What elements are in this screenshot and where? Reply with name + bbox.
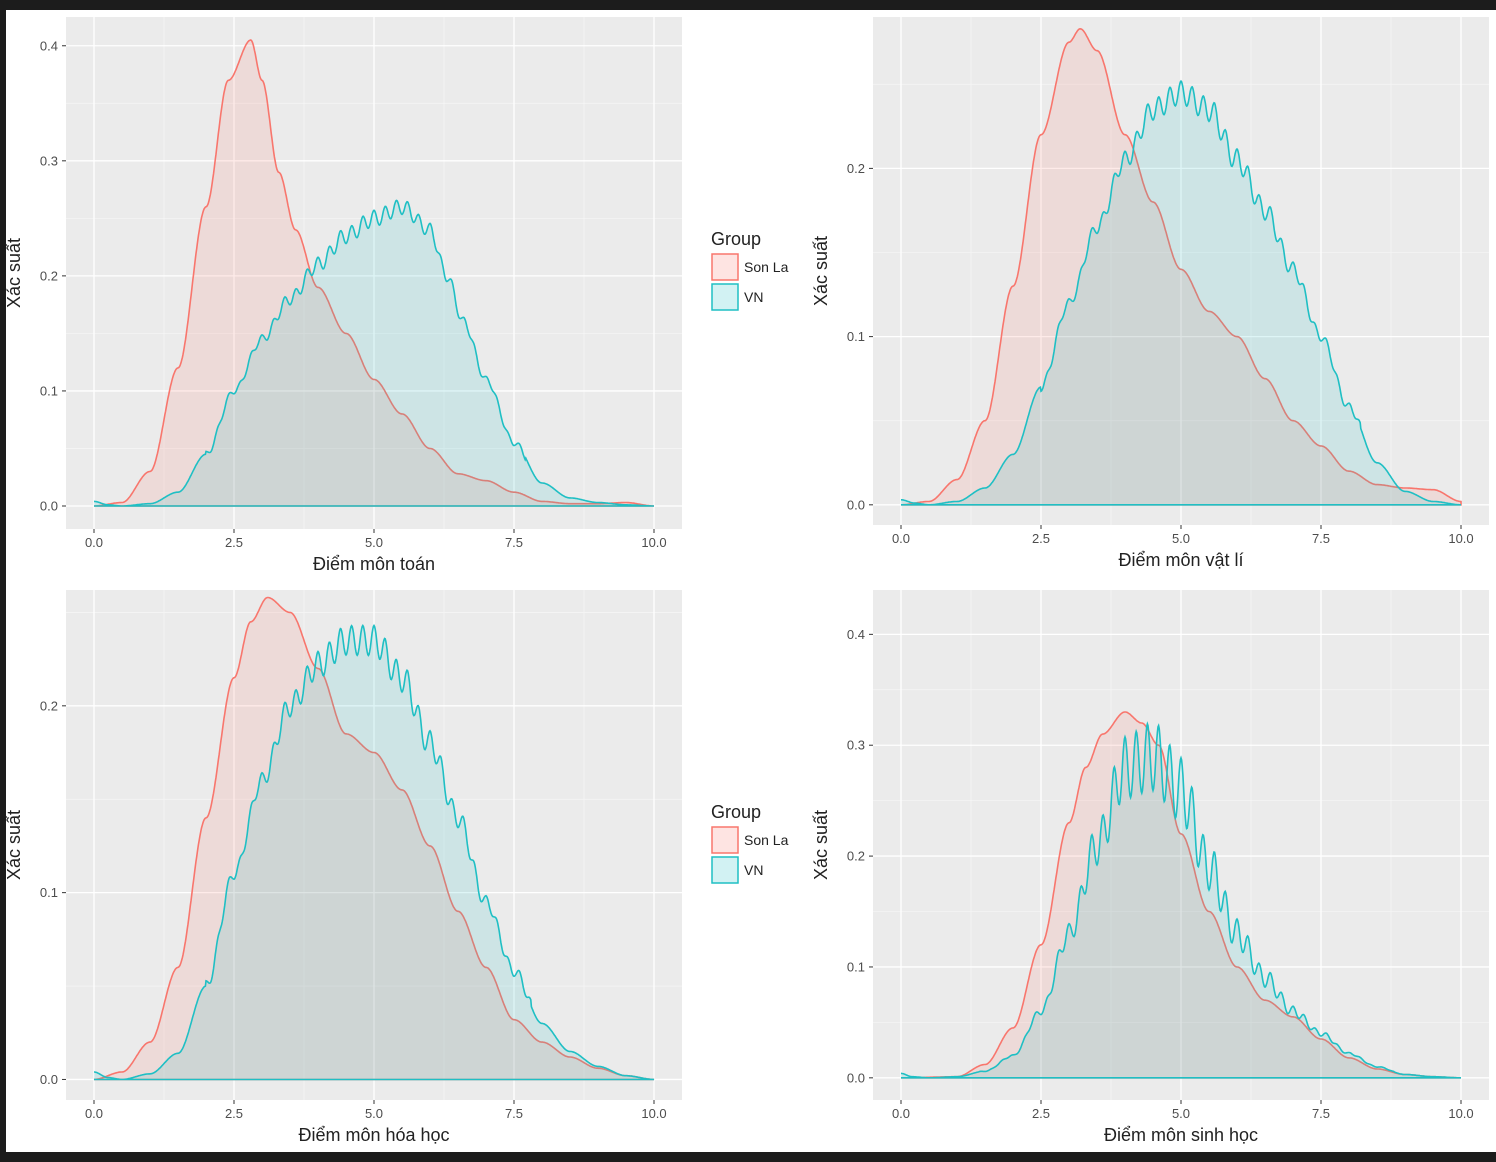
legend-label-son-la: Son La bbox=[744, 832, 789, 848]
legend-title: Group bbox=[711, 229, 761, 249]
density-line-son-la bbox=[901, 27, 1462, 506]
density-line-son-la bbox=[901, 711, 1461, 1079]
x-tick-label: 0.0 bbox=[892, 1106, 910, 1121]
panel-math: 0.0 2.5 5.0 7.5 10.0 0.0 0.1 0.2 0.3 0.4 Điểm môn… bbox=[4, 17, 682, 574]
y-tick-label: 0.0 bbox=[847, 497, 865, 512]
y-tick-label: 0.2 bbox=[40, 268, 58, 283]
x-tick-label: 10.0 bbox=[641, 1106, 666, 1121]
x-tick-label: 2.5 bbox=[1032, 1106, 1050, 1121]
x-axis-title: Điểm môn toán bbox=[313, 554, 435, 574]
x-tick-label: 2.5 bbox=[225, 1106, 243, 1121]
x-tick-label: 5.0 bbox=[365, 535, 383, 550]
density-area-son-la bbox=[94, 40, 654, 506]
x-tick-label: 0.0 bbox=[85, 535, 103, 550]
x-tick-label: 0.0 bbox=[85, 1106, 103, 1121]
y-tick-label: 0.2 bbox=[847, 849, 865, 864]
y-tick-label: 0.3 bbox=[847, 738, 865, 753]
density-line-vn bbox=[94, 199, 654, 507]
y-tick-label: 0.2 bbox=[40, 698, 58, 713]
y-tick-label: 0.4 bbox=[40, 38, 58, 53]
density-area-son-la bbox=[901, 28, 1461, 505]
x-axis-title: Điểm môn sinh học bbox=[1104, 1125, 1258, 1145]
grid-lines bbox=[873, 17, 1489, 525]
y-tick-label: 0.1 bbox=[847, 959, 865, 974]
x-tick-label: 5.0 bbox=[1172, 531, 1190, 546]
x-axis-title: Điểm môn hóa học bbox=[298, 1125, 449, 1145]
density-line-vn bbox=[94, 624, 655, 1081]
legend-key-son-la bbox=[711, 826, 739, 854]
legend-label-vn: VN bbox=[744, 289, 763, 305]
axes-ticks: 0.0 2.5 5.0 7.5 10.0 0.0 0.1 0.2 bbox=[40, 698, 667, 1121]
legend-label-vn: VN bbox=[744, 862, 763, 878]
density-area-vn bbox=[901, 81, 1461, 505]
y-axis-title: Xác suất bbox=[811, 810, 831, 880]
x-tick-label: 7.5 bbox=[1312, 1106, 1330, 1121]
x-axis-title: Điểm môn vật lí bbox=[1118, 550, 1243, 570]
legend: Group Son La VN bbox=[711, 229, 789, 311]
y-tick-label: 0.4 bbox=[847, 627, 865, 642]
x-tick-label: 7.5 bbox=[505, 1106, 523, 1121]
density-area-son-la bbox=[94, 597, 654, 1080]
x-tick-label: 5.0 bbox=[1172, 1106, 1190, 1121]
y-tick-label: 0.3 bbox=[40, 153, 58, 168]
density-line-vn bbox=[901, 721, 1461, 1079]
density-line-vn bbox=[901, 79, 1461, 506]
y-axis-title: Xác suất bbox=[811, 236, 831, 306]
legend-key-vn bbox=[711, 283, 739, 311]
panel-chemistry: 0.0 2.5 5.0 7.5 10.0 0.0 0.1 0.2 Điểm môn hóa h… bbox=[4, 590, 682, 1145]
panel-biology: 0.0 2.5 5.0 7.5 10.0 0.0 0.1 0.2 0.3 0.4 Điểm môn… bbox=[811, 590, 1489, 1145]
density-line-son-la bbox=[94, 39, 654, 507]
y-tick-label: 0.0 bbox=[40, 1072, 58, 1087]
y-axis-title: Xác suất bbox=[4, 810, 24, 880]
series-layer bbox=[94, 39, 654, 507]
legend-title: Group bbox=[711, 802, 761, 822]
axes-ticks: 0.0 2.5 5.0 7.5 10.0 0.0 0.1 0.2 0.3 0.4 bbox=[847, 627, 1474, 1121]
density-area-son-la bbox=[901, 712, 1461, 1078]
x-tick-label: 2.5 bbox=[1032, 531, 1050, 546]
density-area-vn bbox=[94, 625, 654, 1080]
x-tick-label: 10.0 bbox=[641, 535, 666, 550]
density-area-vn bbox=[94, 200, 654, 506]
x-tick-label: 10.0 bbox=[1448, 1106, 1473, 1121]
x-tick-label: 2.5 bbox=[225, 535, 243, 550]
x-tick-label: 5.0 bbox=[365, 1106, 383, 1121]
figure-canvas: 0.0 2.5 5.0 7.5 10.0 0.0 0.1 0.2 0.3 0.4 Điểm môn… bbox=[4, 10, 1496, 1152]
density-area-vn bbox=[901, 723, 1461, 1078]
legend-key-son-la bbox=[711, 253, 739, 281]
x-tick-label: 10.0 bbox=[1448, 531, 1473, 546]
y-tick-label: 0.0 bbox=[847, 1070, 865, 1085]
axes-ticks: 0.0 2.5 5.0 7.5 10.0 0.0 0.1 0.2 0.3 0.4 bbox=[40, 38, 667, 550]
y-tick-label: 0.1 bbox=[40, 885, 58, 900]
density-line-son-la bbox=[93, 596, 655, 1081]
y-axis-title: Xác suất bbox=[4, 238, 24, 308]
legend: Group Son La VN bbox=[711, 802, 789, 884]
series-layer bbox=[93, 596, 655, 1081]
y-tick-label: 0.2 bbox=[847, 161, 865, 176]
x-tick-label: 7.5 bbox=[505, 535, 523, 550]
legend-key-vn bbox=[711, 856, 739, 884]
y-tick-label: 0.1 bbox=[847, 329, 865, 344]
x-tick-label: 0.0 bbox=[892, 531, 910, 546]
axes-ticks: 0.0 2.5 5.0 7.5 10.0 0.0 0.1 0.2 bbox=[847, 161, 1474, 546]
series-layer bbox=[901, 27, 1462, 506]
y-tick-label: 0.0 bbox=[40, 498, 58, 513]
legend-label-son-la: Son La bbox=[744, 259, 789, 275]
x-tick-label: 7.5 bbox=[1312, 531, 1330, 546]
panel-physics: 0.0 2.5 5.0 7.5 10.0 0.0 0.1 0.2 Điểm môn vật l… bbox=[811, 17, 1489, 570]
series-layer bbox=[901, 711, 1461, 1079]
y-tick-label: 0.1 bbox=[40, 383, 58, 398]
